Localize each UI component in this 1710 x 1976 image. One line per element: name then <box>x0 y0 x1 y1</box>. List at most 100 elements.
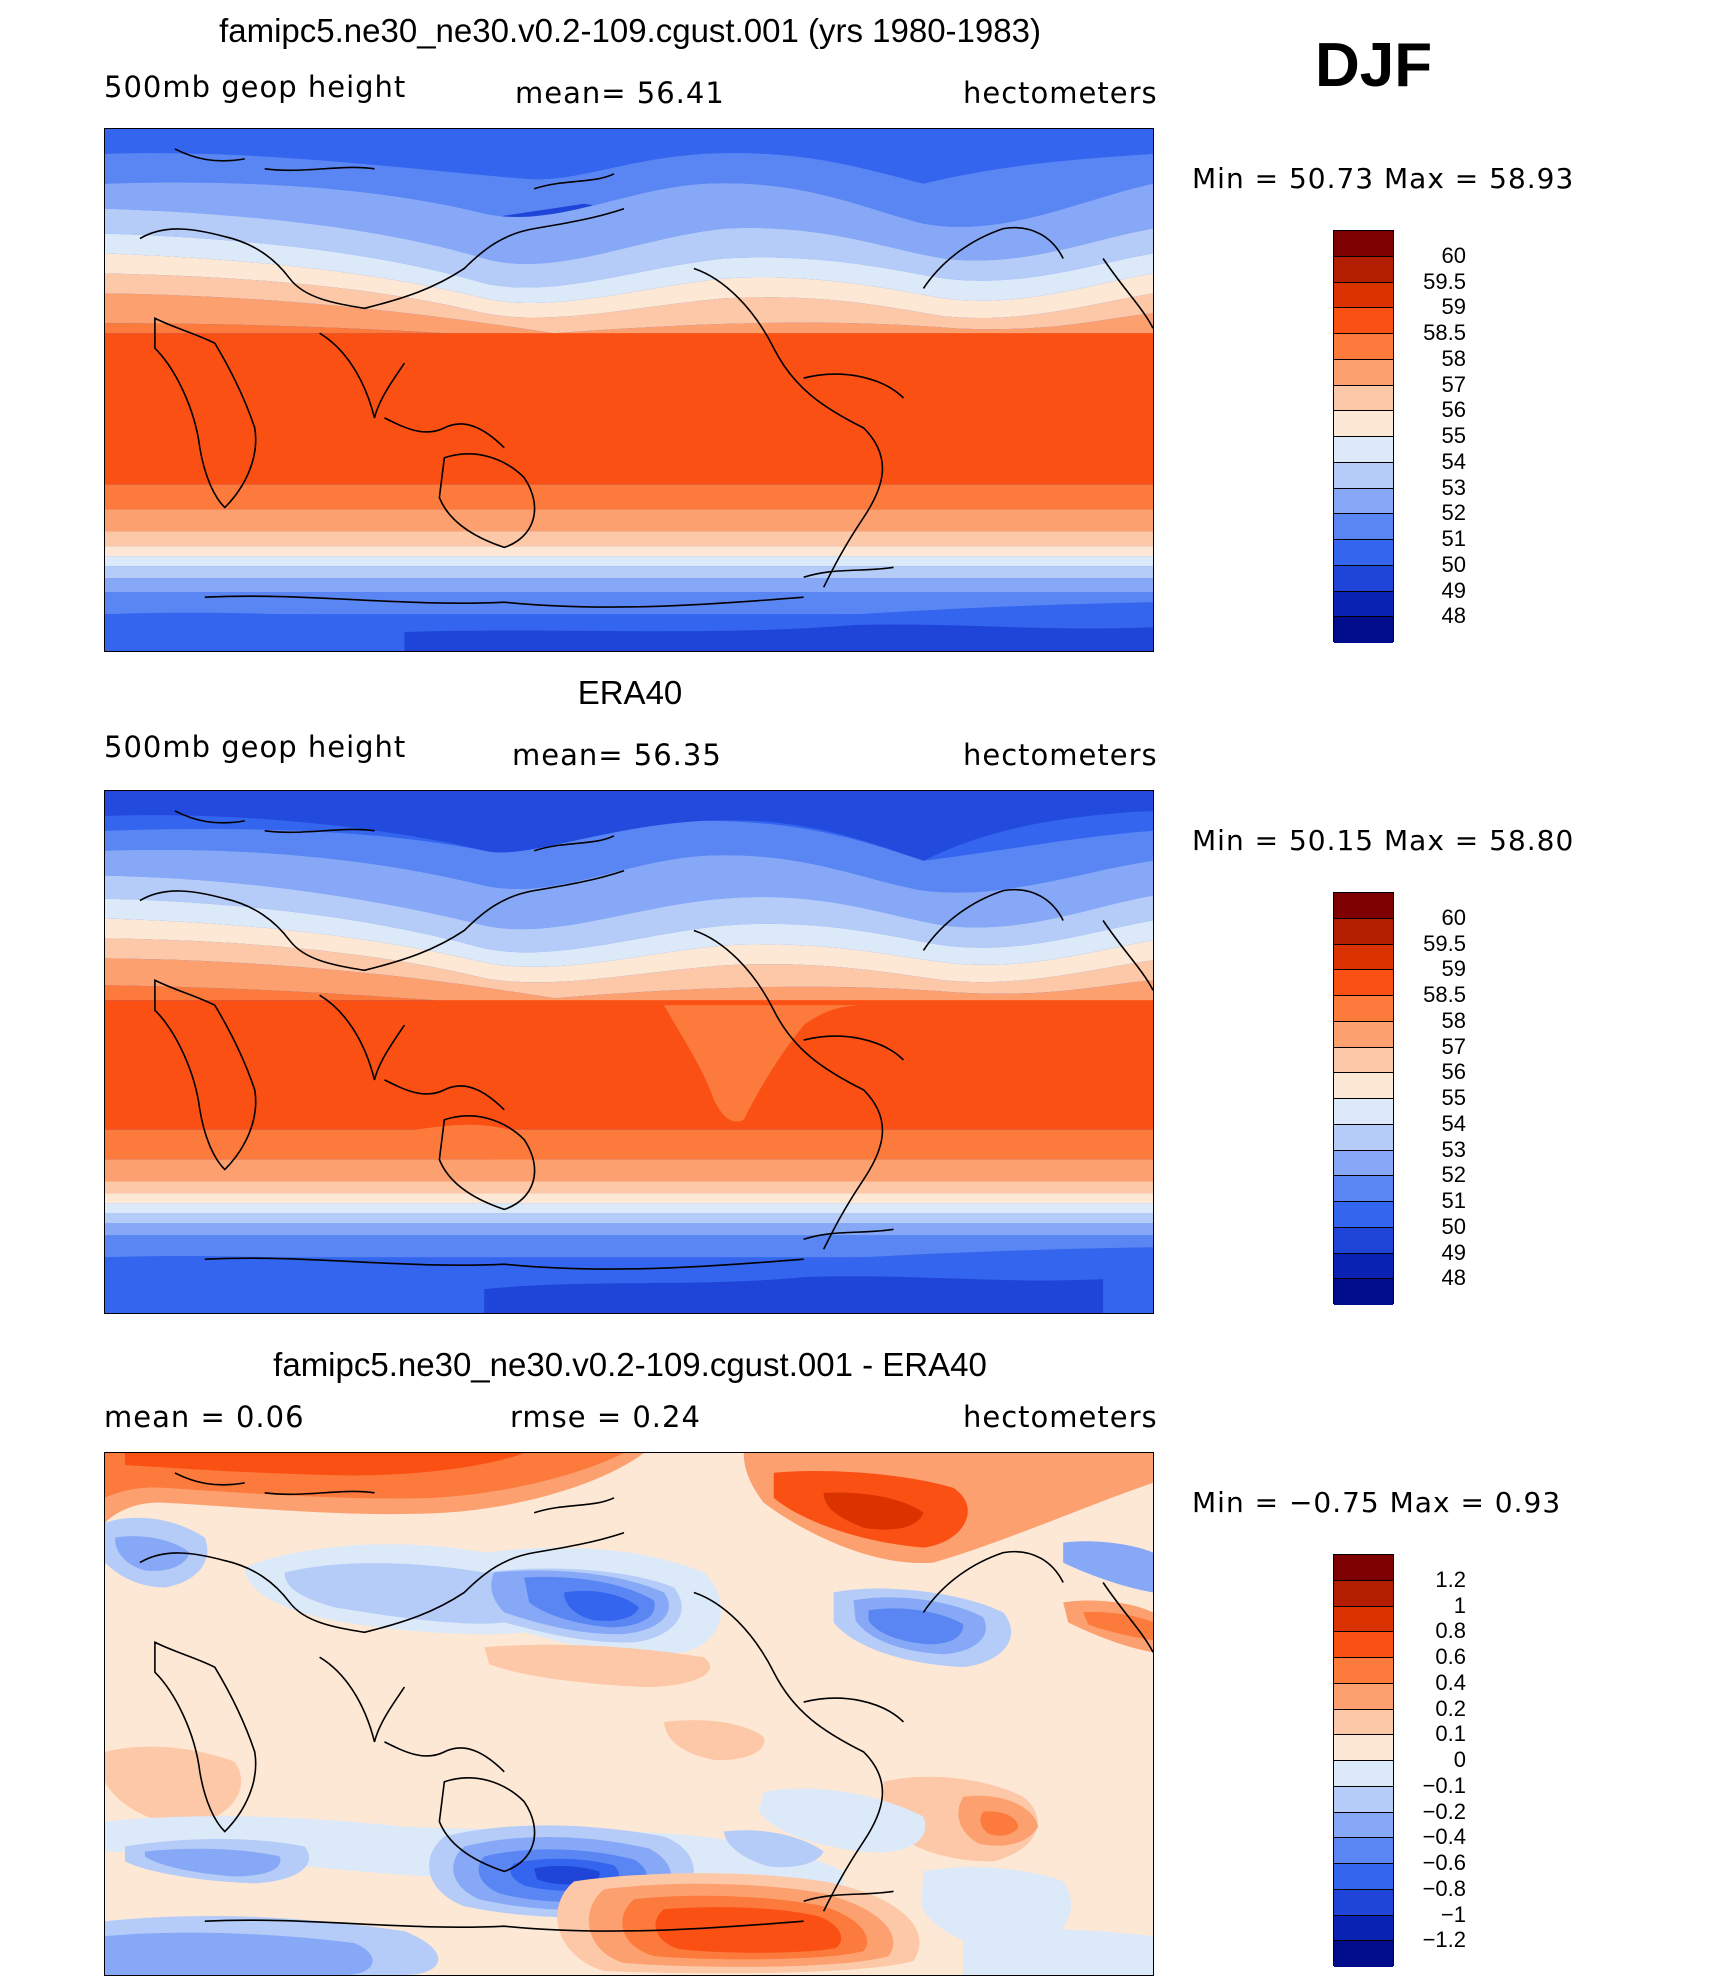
colorbar-tick-label: 48 <box>1441 1265 1466 1291</box>
colorbar-tick-label: 50 <box>1441 1213 1466 1239</box>
panel-3-title: famipc5.ne30_ne30.v0.2-109.cgust.001 - E… <box>273 1346 987 1383</box>
colorbar-box <box>1334 514 1393 540</box>
colorbar-tick-label: 1 <box>1453 1592 1466 1618</box>
colorbar-tick-label: 0.4 <box>1435 1669 1466 1695</box>
colorbar-tick-label: 58 <box>1441 1007 1466 1033</box>
panel-3-map <box>104 1452 1154 1976</box>
colorbar-tick-label: 59 <box>1441 294 1466 320</box>
colorbar-box <box>1334 1253 1393 1280</box>
colorbar-tick-label: 56 <box>1441 1059 1466 1085</box>
colorbar-box <box>1334 1555 1393 1581</box>
colorbar-box <box>1334 1632 1393 1658</box>
colorbar-box <box>1334 1735 1393 1761</box>
colorbar-tick-label: 59.5 <box>1423 268 1466 294</box>
colorbar-tick-label: 50 <box>1441 551 1466 577</box>
panel-2-contour-plot <box>105 791 1153 1313</box>
colorbar-tick-label: −1 <box>1440 1901 1466 1927</box>
colorbar-box <box>1334 617 1393 643</box>
colorbar-box <box>1334 1021 1393 1048</box>
colorbar-box <box>1334 1606 1393 1633</box>
panel-1-title: famipc5.ne30_ne30.v0.2-109.cgust.001 (yr… <box>219 12 1041 49</box>
colorbar-box <box>1334 540 1393 566</box>
panel-2-units-label: hectometers <box>963 738 1158 772</box>
colorbar-box <box>1334 970 1393 996</box>
colorbar-box <box>1334 1761 1393 1787</box>
colorbar-box <box>1334 488 1393 515</box>
colorbar-box <box>1334 591 1393 618</box>
colorbar-box <box>1334 1658 1393 1684</box>
panel-2-left-label: 500mb geop height <box>104 730 407 764</box>
colorbar-tick-label: 56 <box>1441 397 1466 423</box>
colorbar-tick-label: 0.6 <box>1435 1644 1466 1669</box>
colorbar-box <box>1334 1279 1393 1305</box>
panel-2-minmax: Min = 50.15 Max = 58.80 <box>1192 824 1575 857</box>
season-label: DJF <box>1315 31 1433 100</box>
colorbar-tick-label: −1.2 <box>1422 1927 1466 1953</box>
colorbar-box <box>1334 1838 1393 1864</box>
colorbar-box <box>1334 1709 1393 1736</box>
colorbar-tick-label: 49 <box>1441 1239 1466 1265</box>
colorbar-tick-label: −0.6 <box>1422 1850 1466 1875</box>
colorbar-box <box>1334 1915 1393 1942</box>
colorbar-tick-label: −0.2 <box>1422 1798 1466 1824</box>
colorbar-box <box>1334 256 1393 283</box>
colorbar-tick-label: 54 <box>1441 1110 1466 1136</box>
colorbar-tick-label: 58.5 <box>1423 320 1466 345</box>
colorbar-tick-label: 1.2 <box>1435 1566 1466 1592</box>
colorbar-tick-label: 57 <box>1441 371 1466 397</box>
panel-2-colorbar <box>1333 892 1394 1305</box>
colorbar-box <box>1334 1786 1393 1813</box>
colorbar-box <box>1334 1941 1393 1967</box>
colorbar-tick-label: −0.4 <box>1422 1824 1466 1850</box>
colorbar-tick-label: 57 <box>1441 1033 1466 1059</box>
colorbar-tick-label: 60 <box>1441 242 1466 268</box>
colorbar-tick-label: 0.1 <box>1435 1721 1466 1747</box>
colorbar-tick-label: 0 <box>1453 1747 1466 1772</box>
colorbar-box <box>1334 1047 1393 1074</box>
colorbar-box <box>1334 1150 1393 1177</box>
colorbar-box <box>1334 1202 1393 1228</box>
colorbar-tick-label: 59.5 <box>1423 930 1466 956</box>
colorbar-box <box>1334 462 1393 489</box>
panel-1-mean-label: mean= 56.41 <box>515 76 725 110</box>
panel-1-minmax: Min = 50.73 Max = 58.93 <box>1192 162 1575 195</box>
colorbar-tick-label: 52 <box>1441 500 1466 526</box>
colorbar-box <box>1334 1099 1393 1125</box>
colorbar-box <box>1334 411 1393 437</box>
colorbar-tick-label: 53 <box>1441 474 1466 500</box>
colorbar-box <box>1334 1864 1393 1890</box>
colorbar-tick-label: −0.8 <box>1422 1875 1466 1901</box>
colorbar-box <box>1334 1683 1393 1710</box>
panel-1-left-label: 500mb geop height <box>104 70 407 104</box>
colorbar-box <box>1334 918 1393 945</box>
colorbar-tick-label: 59 <box>1441 956 1466 982</box>
panel-2-title: ERA40 <box>577 674 683 711</box>
colorbar-tick-label: 51 <box>1441 526 1466 551</box>
colorbar-box <box>1334 437 1393 463</box>
colorbar-tick-label: 53 <box>1441 1136 1466 1162</box>
colorbar-box <box>1334 359 1393 386</box>
colorbar-tick-label: 48 <box>1441 603 1466 629</box>
colorbar-tick-label: −0.1 <box>1422 1772 1466 1798</box>
colorbar-box <box>1334 893 1393 919</box>
panel-1-colorbar <box>1333 230 1394 643</box>
colorbar-tick-label: 58.5 <box>1423 982 1466 1007</box>
colorbar-tick-label: 54 <box>1441 448 1466 474</box>
colorbar-box <box>1334 1124 1393 1151</box>
panel-3-contour-plot <box>105 1453 1153 1975</box>
colorbar-box <box>1334 1580 1393 1607</box>
colorbar-box <box>1334 1889 1393 1916</box>
panel-1-units-label: hectometers <box>963 76 1158 110</box>
colorbar-tick-label: 52 <box>1441 1162 1466 1188</box>
colorbar-tick-label: 60 <box>1441 904 1466 930</box>
colorbar-box <box>1334 385 1393 412</box>
colorbar-box <box>1334 308 1393 334</box>
colorbar-tick-label: 0.8 <box>1435 1618 1466 1644</box>
colorbar-box <box>1334 282 1393 309</box>
panel-3-units-label: hectometers <box>963 1400 1158 1434</box>
panel-3-rmse-label: rmse = 0.24 <box>510 1400 701 1434</box>
panel-3-colorbar <box>1333 1554 1394 1967</box>
panel-1-contour-plot <box>105 129 1153 651</box>
colorbar-box <box>1334 334 1393 360</box>
colorbar-box <box>1334 1227 1393 1254</box>
